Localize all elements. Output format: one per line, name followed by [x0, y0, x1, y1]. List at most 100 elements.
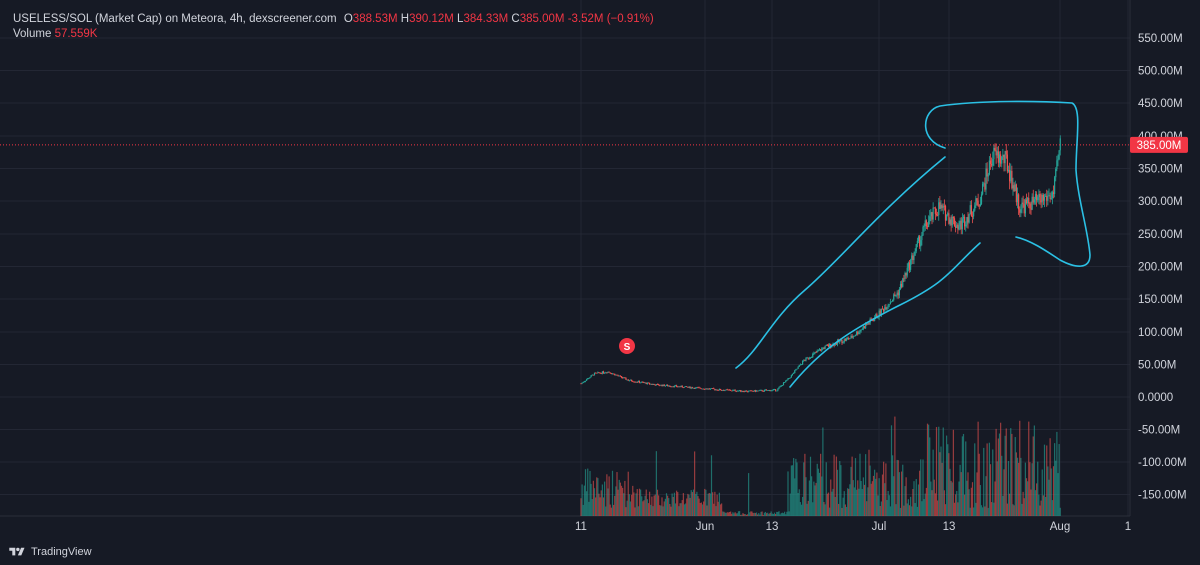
- volume-bar: [582, 504, 584, 516]
- volume-bar: [1020, 457, 1022, 516]
- volume-bar: [861, 488, 863, 516]
- volume-bar: [768, 514, 770, 516]
- volume-bar: [597, 478, 599, 516]
- candle-body: [773, 389, 776, 390]
- candle-body: [825, 345, 827, 346]
- volume-bar: [712, 492, 714, 516]
- volume-bar: [588, 501, 590, 516]
- candle-body: [911, 255, 913, 261]
- candle-body: [730, 389, 732, 391]
- volume-bar: [919, 470, 921, 516]
- volume-bar: [605, 506, 607, 516]
- volume-bar: [875, 478, 877, 516]
- candle-body: [580, 383, 582, 385]
- candle-body: [929, 216, 931, 222]
- volume-bar: [844, 504, 846, 516]
- volume-bar: [858, 488, 860, 516]
- tradingview-footer[interactable]: TradingView: [8, 544, 92, 560]
- volume-bar: [870, 483, 872, 516]
- volume-bar: [733, 513, 735, 516]
- volume-bar: [709, 493, 711, 516]
- chart-plot-area[interactable]: 550.00M500.00M450.00M400.00M350.00M300.0…: [0, 0, 1188, 533]
- candle-body: [672, 386, 674, 388]
- candle-body: [880, 308, 882, 315]
- volume-bar: [705, 489, 707, 516]
- volume-bar: [949, 468, 951, 516]
- legend-low-label: L: [457, 13, 464, 25]
- volume-bar: [730, 511, 732, 516]
- price-axis-label: 500.00M: [1138, 66, 1183, 78]
- candle-body: [1049, 195, 1051, 199]
- volume-bar: [923, 499, 925, 516]
- volume-bar: [920, 459, 922, 516]
- candle-body: [654, 384, 656, 386]
- candle-body: [676, 385, 678, 387]
- volume-bar: [659, 505, 661, 516]
- candle-body: [885, 307, 887, 310]
- volume-bar: [758, 513, 760, 516]
- volume-bar: [924, 493, 926, 516]
- volume-bar: [632, 485, 634, 516]
- candle-body: [862, 326, 864, 329]
- candle-body: [671, 386, 673, 388]
- volume-bar: [983, 447, 985, 516]
- candle-body: [796, 368, 798, 370]
- volume-bar: [786, 511, 788, 516]
- volume-bar: [853, 487, 855, 516]
- volume-bar: [898, 472, 900, 516]
- candle-body: [749, 390, 751, 392]
- candle-body: [1047, 195, 1049, 201]
- candle-body: [944, 205, 947, 221]
- candle-body: [626, 379, 628, 381]
- candle-body: [614, 373, 616, 376]
- volume-bar: [928, 424, 930, 516]
- volume-bar: [761, 511, 763, 516]
- legend-close-value: 385.00M: [519, 13, 565, 25]
- volume-bar: [966, 480, 968, 516]
- volume-bar: [886, 500, 888, 516]
- candle-body: [637, 381, 639, 383]
- candle-body: [650, 383, 652, 385]
- volume-bar: [848, 488, 850, 516]
- price-axis-label: -150.00M: [1138, 490, 1187, 502]
- volume-bar: [993, 502, 995, 516]
- volume-bar: [649, 491, 651, 516]
- candle-body: [901, 284, 903, 287]
- volume-bar: [1007, 461, 1010, 516]
- volume-bar: [834, 496, 836, 516]
- candle-body: [949, 219, 951, 224]
- volume-bar: [663, 501, 665, 516]
- volume-bar: [609, 504, 611, 516]
- volume-bar: [798, 489, 800, 516]
- volume-bar: [871, 481, 873, 516]
- drawing-lower-channel: [789, 242, 981, 388]
- volume-bar: [691, 492, 693, 516]
- candle-body: [608, 371, 610, 373]
- legend-high-value: 390.12M: [409, 13, 454, 25]
- volume-bar: [907, 499, 909, 516]
- candle-body: [1037, 197, 1039, 201]
- candle-body: [974, 205, 976, 211]
- volume-bar: [904, 486, 906, 516]
- candle-body: [763, 389, 765, 392]
- candle-body: [840, 339, 842, 342]
- volume-bar: [719, 504, 722, 516]
- volume-bar: [922, 459, 924, 516]
- candle-body: [930, 212, 932, 217]
- candle-body: [818, 349, 821, 351]
- volume-bar: [955, 494, 957, 516]
- volume-bar: [1028, 421, 1030, 516]
- candle-body: [1054, 177, 1056, 194]
- candle-body: [582, 382, 584, 383]
- candle-body: [884, 307, 886, 312]
- volume-bar: [1005, 428, 1007, 516]
- time-axis-label: 1: [1125, 521, 1131, 533]
- candle-body: [750, 390, 752, 392]
- price-axis-label: 200.00M: [1138, 262, 1183, 274]
- candle-body: [959, 220, 961, 227]
- candle-body: [994, 147, 996, 151]
- volume-bar: [744, 514, 746, 516]
- volume-bar: [939, 452, 941, 516]
- volume-bar: [763, 512, 765, 516]
